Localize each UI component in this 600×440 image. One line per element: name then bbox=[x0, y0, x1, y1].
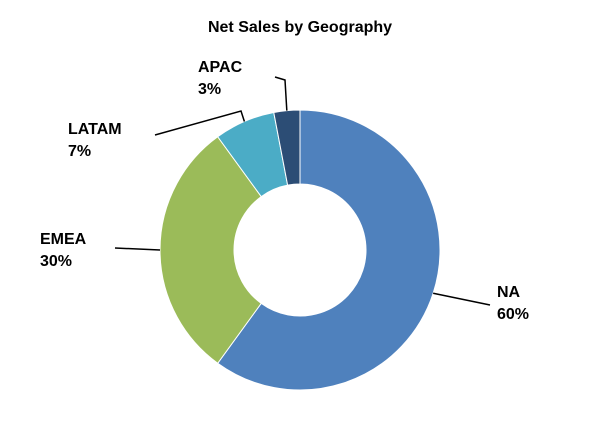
donut-slice bbox=[159, 136, 262, 364]
slice-label: LATAM bbox=[68, 121, 122, 138]
leader-line bbox=[432, 292, 491, 306]
value-label: 3% bbox=[198, 81, 221, 98]
value-label: 60% bbox=[497, 306, 529, 323]
donut-slice bbox=[217, 109, 441, 391]
slice-label: NA bbox=[497, 284, 521, 301]
value-label: 30% bbox=[40, 253, 72, 270]
leader-line bbox=[274, 76, 288, 111]
leader-line bbox=[114, 247, 161, 251]
chart-title: Net Sales by Geography bbox=[208, 19, 392, 36]
slice-label: EMEA bbox=[40, 231, 87, 248]
slice-label: APAC bbox=[198, 59, 243, 76]
leader-line bbox=[154, 110, 246, 136]
value-label: 7% bbox=[68, 143, 91, 160]
donut-slice bbox=[273, 109, 301, 186]
